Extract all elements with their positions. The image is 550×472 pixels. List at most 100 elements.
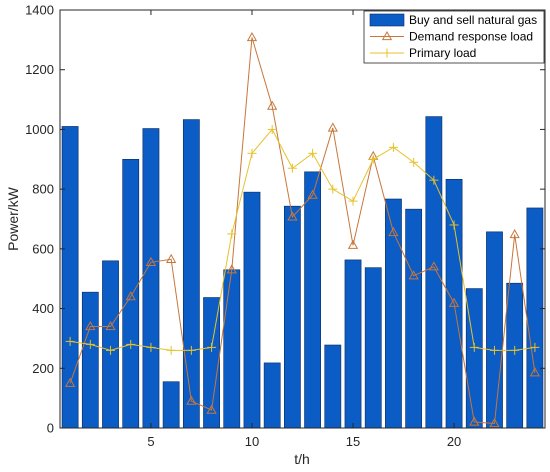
legend-label-2: Demand response load — [409, 30, 533, 44]
line-triangle — [64, 31, 541, 428]
series-line-triangle — [69, 37, 536, 425]
marker-plus-5 — [146, 342, 156, 352]
legend-items: Buy and sell natural gas Demand response … — [369, 13, 537, 60]
bar-14 — [324, 344, 342, 429]
bar-19 — [425, 116, 443, 429]
bar-16 — [364, 267, 382, 429]
marker-plus-9 — [227, 229, 237, 239]
y-axis-label: Power/kW — [5, 186, 21, 251]
marker-triangle-5 — [145, 256, 157, 266]
marker-triangle-23 — [509, 229, 520, 239]
marker-triangle-7 — [186, 395, 197, 405]
marker-plus-13 — [308, 148, 318, 158]
marker-plus-7 — [186, 345, 196, 355]
bar-12 — [284, 205, 301, 429]
bar-21 — [465, 288, 483, 429]
legend-item-3: Primary load — [370, 46, 476, 60]
marker-plus-20 — [449, 220, 459, 230]
legend-label-1: Buy and sell natural gas — [409, 13, 537, 27]
y-tick-label-400: 400 — [32, 301, 54, 316]
bar-15 — [344, 259, 362, 429]
marker-triangle-8 — [206, 404, 217, 414]
marker-triangle-19 — [428, 261, 439, 271]
marker-plus-4 — [126, 339, 136, 349]
marker-plus-22 — [489, 345, 499, 355]
marker-plus-12 — [287, 163, 297, 173]
y-tick-label-1200: 1200 — [25, 62, 54, 77]
marker-triangle-14 — [327, 122, 338, 132]
bar-9 — [223, 269, 241, 429]
x-tick-label-5: 5 — [147, 434, 154, 449]
legend-label-3: Primary load — [409, 46, 476, 60]
marker-plus-21 — [469, 342, 479, 352]
marker-triangle-11 — [267, 100, 278, 110]
y-tick-label-200: 200 — [32, 361, 54, 376]
bar-4 — [122, 158, 140, 429]
marker-triangle-20 — [448, 297, 460, 307]
bar-13 — [304, 171, 321, 429]
marker-plus-19 — [429, 175, 439, 185]
marker-plus-14 — [328, 184, 338, 194]
bar-6 — [162, 381, 180, 429]
line-plus — [65, 124, 540, 355]
y-tick-label-1000: 1000 — [25, 122, 54, 137]
marker-plus-6 — [166, 345, 176, 355]
marker-plus-8 — [207, 342, 217, 352]
marker-triangle-9 — [226, 264, 237, 274]
marker-plus-3 — [106, 345, 116, 355]
marker-triangle-2 — [85, 320, 96, 331]
marker-plus-23 — [510, 345, 520, 355]
legend-item-2: Demand response load — [370, 30, 533, 44]
plot-background — [60, 10, 545, 428]
legend-marker-plus — [382, 48, 392, 58]
marker-plus-16 — [368, 154, 378, 164]
marker-plus-1 — [65, 336, 75, 346]
marker-triangle-3 — [105, 320, 116, 331]
marker-triangle-21 — [469, 416, 480, 426]
bar-10 — [243, 191, 261, 429]
bar-5 — [142, 128, 160, 429]
marker-triangle-24 — [529, 367, 541, 377]
legend-swatch-bar — [369, 13, 405, 27]
marker-plus-11 — [267, 124, 277, 134]
marker-triangle-4 — [125, 291, 136, 301]
marker-triangle-13 — [307, 189, 318, 199]
marker-triangle-22 — [489, 417, 500, 428]
marker-triangle-18 — [408, 270, 419, 280]
marker-plus-18 — [409, 157, 419, 167]
marker-plus-10 — [247, 148, 257, 158]
marker-plus-15 — [348, 196, 358, 206]
x-axis-label: t/h — [294, 451, 310, 467]
y-tick-label-1400: 1400 — [25, 3, 54, 18]
marker-triangle-10 — [246, 31, 258, 42]
plot-frame — [59, 9, 546, 429]
marker-triangle-6 — [166, 253, 177, 263]
marker-triangle-12 — [287, 211, 298, 221]
x-tick-label-20: 20 — [447, 434, 461, 449]
marker-plus-24 — [530, 342, 540, 352]
y-tick-label-600: 600 — [32, 241, 54, 256]
legend-item-1: Buy and sell natural gas — [369, 13, 537, 27]
marker-plus-2 — [85, 339, 95, 349]
bar-18 — [405, 208, 423, 429]
marker-triangle-15 — [347, 239, 359, 249]
marker-plus-17 — [388, 142, 398, 152]
bar-22 — [486, 231, 503, 429]
bar-3 — [102, 260, 119, 429]
legend-marker-triangle — [381, 30, 393, 41]
bar-23 — [506, 282, 524, 429]
bar-11 — [263, 362, 281, 429]
legend: Buy and sell natural gas Demand response … — [363, 10, 545, 64]
bar-7 — [182, 119, 200, 429]
marker-triangle-17 — [388, 226, 399, 237]
bar-24 — [526, 207, 544, 429]
bar-2 — [81, 291, 99, 429]
marker-triangle-1 — [64, 377, 76, 387]
y-tick-label-0: 0 — [47, 421, 54, 436]
line-series — [64, 31, 541, 428]
y-tick-label-800: 800 — [32, 182, 54, 197]
x-tick-label-10: 10 — [245, 434, 259, 449]
x-tick-label-15: 15 — [346, 434, 360, 449]
